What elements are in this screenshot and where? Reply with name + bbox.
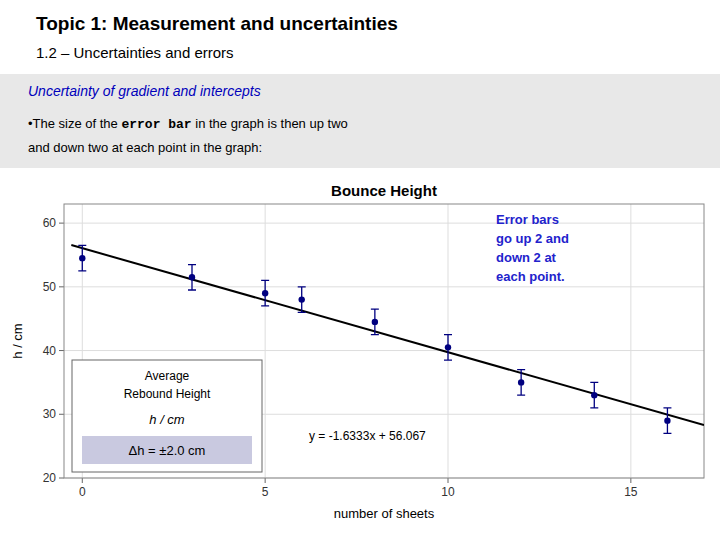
plot-frame bbox=[64, 204, 704, 478]
data-point bbox=[372, 319, 378, 325]
grid-line bbox=[265, 204, 266, 478]
tick bbox=[448, 478, 449, 483]
tick-label: 30 bbox=[43, 407, 57, 421]
annotation-line: each point. bbox=[496, 269, 565, 284]
key-label-line: Rebound Height bbox=[124, 387, 211, 401]
tick-label: 5 bbox=[262, 485, 269, 499]
data-point bbox=[591, 392, 597, 398]
annotation-line: down 2 at bbox=[496, 250, 557, 265]
page: Topic 1: Measurement and uncertainties 1.… bbox=[0, 0, 720, 540]
error-bar bbox=[517, 370, 525, 395]
page-title: Topic 1: Measurement and uncertainties bbox=[36, 13, 398, 34]
grid bbox=[64, 204, 704, 478]
tick bbox=[82, 478, 83, 483]
key-unit: h / cm bbox=[149, 412, 185, 427]
data-point bbox=[262, 290, 268, 296]
grid-line bbox=[64, 286, 704, 287]
error-bar bbox=[188, 265, 196, 290]
annotation-line: Error bars bbox=[496, 212, 559, 227]
data-point bbox=[445, 344, 451, 350]
key-uncertainty-box bbox=[82, 436, 252, 464]
tick bbox=[630, 478, 631, 483]
key-uncertainty: Δh = ±2.0 cm bbox=[129, 443, 206, 458]
x-axis-label: number of sheets bbox=[334, 506, 435, 521]
tick bbox=[59, 286, 64, 287]
chart-title: Bounce Height bbox=[331, 182, 437, 199]
error-bar bbox=[590, 382, 598, 407]
note-part: error bar bbox=[121, 117, 191, 132]
tick-label: 0 bbox=[79, 485, 86, 499]
annotation: Error bars go up 2 and down 2 at each point… bbox=[496, 212, 569, 284]
tick bbox=[59, 223, 64, 224]
tick-label: 50 bbox=[43, 280, 57, 294]
error-bar bbox=[663, 408, 671, 433]
key-label: Average Rebound Height bbox=[124, 369, 211, 401]
key-label-line: Average bbox=[145, 369, 190, 383]
error-bar bbox=[371, 309, 379, 334]
tick-label: 20 bbox=[43, 471, 57, 485]
section-title: Uncertainty of gradient and intercepts bbox=[28, 83, 261, 99]
section-background bbox=[0, 74, 720, 168]
tick-label: 60 bbox=[43, 216, 57, 230]
key-box bbox=[72, 360, 262, 472]
page-subtitle: 1.2 – Uncertainties and errors bbox=[36, 44, 234, 61]
grid-line bbox=[64, 350, 704, 351]
data-point bbox=[189, 274, 195, 280]
tick bbox=[59, 350, 64, 351]
data-point bbox=[79, 255, 85, 261]
tick-label: 15 bbox=[624, 485, 638, 499]
fit-line bbox=[71, 245, 704, 425]
tick bbox=[265, 478, 266, 483]
grid-line bbox=[630, 204, 631, 478]
grid-line bbox=[64, 223, 704, 224]
data-point bbox=[299, 296, 305, 302]
tick-label: 40 bbox=[43, 344, 57, 358]
background bbox=[0, 0, 720, 540]
note: and down two at each point in the graph: bbox=[28, 140, 262, 155]
note: •The size of the error bar in the graph … bbox=[28, 116, 348, 132]
data-point bbox=[664, 417, 670, 423]
error-bar bbox=[261, 280, 269, 305]
note-part: in the graph is then up two bbox=[192, 116, 348, 131]
error-bar bbox=[78, 245, 86, 270]
tick bbox=[59, 414, 64, 415]
annotation-line: go up 2 and bbox=[496, 231, 569, 246]
data-point bbox=[518, 379, 524, 385]
y-axis-label: h / cm bbox=[10, 323, 25, 358]
error-bar bbox=[444, 335, 452, 360]
note-part: •The size of the bbox=[28, 116, 121, 131]
error-bar bbox=[298, 287, 306, 312]
tick bbox=[59, 478, 64, 479]
tick-label: 10 bbox=[441, 485, 455, 499]
equation: y = -1.6333x + 56.067 bbox=[309, 429, 426, 443]
